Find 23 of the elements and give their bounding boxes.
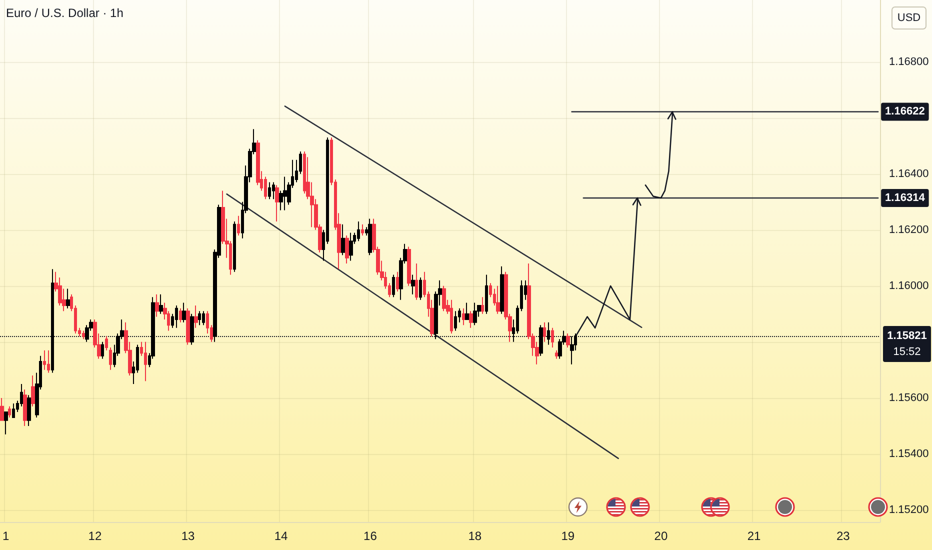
x-tick-label: 19	[561, 529, 575, 543]
x-tick-label: 21	[747, 529, 762, 543]
x-tick-label: 12	[88, 529, 102, 543]
x-tick-label: 14	[274, 529, 288, 543]
y-tick-label: 1.15400	[889, 448, 929, 460]
y-tick-label: 1.16000	[889, 280, 929, 292]
ref-line-label: 1.15821	[887, 330, 927, 342]
text: 15:52	[893, 346, 921, 358]
x-tick-label: 16	[364, 529, 378, 543]
x-tick-label: 20	[654, 529, 668, 543]
x-tick-label: 18	[468, 529, 482, 543]
y-tick-label: 1.15600	[889, 392, 929, 404]
y-tick-label: 1.15200	[889, 504, 929, 516]
y-axis-title: USD	[897, 12, 921, 24]
data-label: 1.16314	[885, 192, 926, 204]
x-tick-label: 13	[181, 529, 196, 543]
x-tick-label: 23	[836, 529, 850, 543]
y-tick-label: 1.16200	[889, 224, 929, 236]
y-tick-label: 1.16400	[889, 168, 929, 180]
data-label: 1.16622	[885, 106, 925, 118]
x-tick-label: 1	[2, 529, 10, 543]
text: Euro / U.S. Dollar · 1h	[6, 6, 124, 20]
y-tick-label: 1.16800	[889, 56, 929, 68]
